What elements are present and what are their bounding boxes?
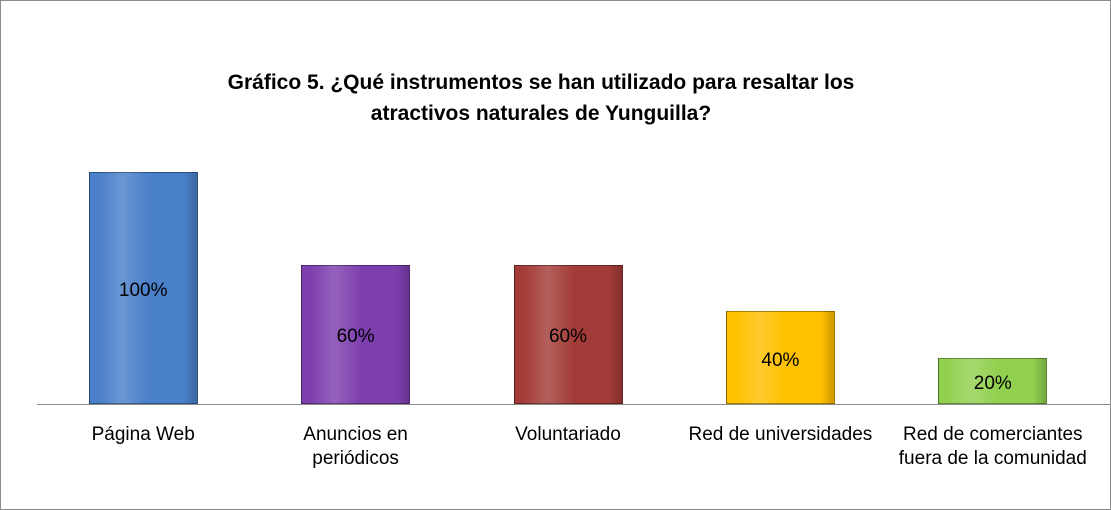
bar [301,264,411,404]
bar [938,357,1048,404]
bar [513,264,623,404]
x-tick-label: Página Web [91,424,195,445]
x-tick-label: Red de comerciantes fuera de la comunida… [898,424,1087,469]
bar [725,311,835,404]
chart-title: Gráfico 5. ¿Qué instrumentos se han util… [227,71,855,125]
bar [88,172,198,404]
x-tick-label: Anuncios en periódicos [303,424,408,469]
data-label: 20% [973,372,1012,394]
data-label: 60% [336,326,375,348]
data-label: 60% [548,326,588,348]
x-axis [37,404,1110,405]
x-tick-label: Voluntariado [515,424,621,445]
x-tick-label: Red de universidades [688,424,873,445]
data-label: 40% [761,349,800,371]
data-label: 100% [118,280,168,301]
